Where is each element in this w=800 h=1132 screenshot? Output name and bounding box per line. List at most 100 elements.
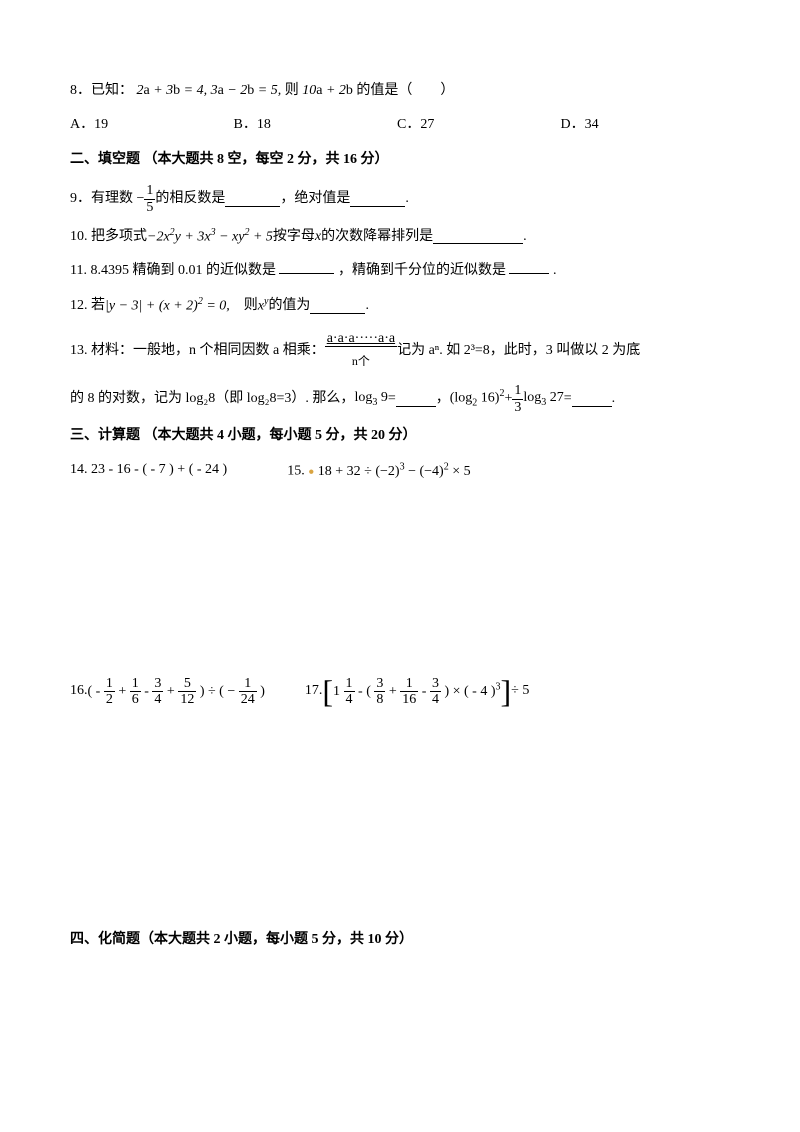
- q13-blank1: [396, 392, 436, 407]
- workspace-1: [70, 495, 730, 675]
- q13-line1: 13. 材料：一般地，n 个相同因数 a 相乘： a·a·a·····a·a n…: [70, 328, 730, 373]
- q13-ub-top: a·a·a·····a·a: [325, 331, 397, 347]
- q9-frac-den: 5: [144, 200, 155, 215]
- lbracket-icon: [: [322, 675, 333, 707]
- q11-blank1: [279, 259, 334, 274]
- q8-line: 8．已知： 2a + 3b = 4, 3a − 2b = 5, 则 10a + …: [70, 80, 730, 102]
- q17-f3d: 16: [400, 692, 418, 707]
- q13-l2-pre: 的 8 的对数，记为 log₂8（即 log₂8=3）. 那么，: [70, 388, 354, 410]
- q15: 15. ● 18 + 32 ÷ (−2)3 − (−4)2 × 5: [287, 459, 470, 483]
- q14-q15-row: 14. 23 - 16 - ( - 7 ) + ( - 24 ) 15. ● 1…: [70, 459, 730, 483]
- q13-blank2: [572, 392, 612, 407]
- q17-expr: 1 14 - ( 38 + 116 - 34 ) × ( - 4 )3: [333, 676, 500, 708]
- q14-expr: 23 - 16 - ( - 7 ) + ( - 24 ): [91, 462, 227, 477]
- q11-end: .: [553, 263, 557, 278]
- q12-pre: 12. 若: [70, 295, 105, 317]
- q10-end: .: [523, 226, 527, 248]
- q13-end: .: [612, 388, 616, 410]
- q16-f1d: 2: [104, 692, 115, 707]
- q11-line: 11. 8.4395 精确到 0.01 的近似数是 ，精确到千分位的近似数是 .: [70, 259, 730, 282]
- q10-mid2: 的次数降幂排列是: [321, 226, 433, 248]
- q13-sep: ，: [436, 388, 450, 410]
- q16-f5n: 1: [239, 676, 257, 692]
- q8-label: 8．已知：: [70, 83, 133, 98]
- q8-choice-b: B．18: [234, 114, 394, 136]
- q16-f3d: 4: [152, 692, 163, 707]
- q17-f3n: 1: [400, 676, 418, 692]
- q13-frac2: 1 3: [512, 383, 523, 415]
- q13-underbrace: a·a·a·····a·a n个: [325, 328, 397, 373]
- section2-title: 二、填空题 （本大题共 8 空，每空 2 分，共 16 分）: [70, 149, 730, 171]
- q13-line2: 的 8 的对数，记为 log₂8（即 log₂8=3）. 那么， log3 9 …: [70, 383, 730, 415]
- q12-mid2: 的值为: [268, 295, 310, 317]
- q13-log2a: (log2 16)2: [450, 386, 505, 411]
- q8-choice-a: A．19: [70, 114, 230, 136]
- q9-frac-num: 1: [144, 183, 155, 199]
- q17-f4n: 3: [430, 676, 441, 692]
- q11-mid: ，精确到千分位的近似数是: [338, 263, 506, 278]
- q13-log1: log3 9: [354, 387, 387, 411]
- q14-label: 14.: [70, 462, 91, 477]
- q17-f1d: 4: [344, 692, 355, 707]
- q10-mid: 按字母: [273, 226, 315, 248]
- q8-mid: 则: [285, 83, 303, 98]
- q9-frac: 1 5: [144, 183, 155, 215]
- q16-f4d: 12: [178, 692, 196, 707]
- q13-l1-post: 记为 aⁿ. 如 2³=8，此时，3 叫做以 2 为底: [397, 340, 640, 362]
- section3-title: 三、计算题 （本大题共 4 小题，每小题 5 分，共 20 分）: [70, 425, 730, 447]
- q17-f2n: 3: [374, 676, 385, 692]
- q12-abs: |y − 3| + (x + 2)2 = 0,: [105, 294, 230, 318]
- q8-choice-d: D．34: [561, 114, 599, 136]
- q17-f2d: 8: [374, 692, 385, 707]
- q14: 14. 23 - 16 - ( - 7 ) + ( - 24 ): [70, 459, 227, 483]
- q8-choices: A．19 B．18 C．27 D．34: [70, 114, 730, 136]
- q16-f5d: 24: [239, 692, 257, 707]
- q12-mid: 则: [230, 295, 258, 317]
- q10-line: 10. 把多项式 −2x2y + 3x3 − xy2 + 5 按字母 x 的次数…: [70, 225, 730, 249]
- q8-choice-c: C．27: [397, 114, 557, 136]
- q16-f2d: 6: [130, 692, 141, 707]
- q16-f3n: 3: [152, 676, 163, 692]
- q11-blank2: [509, 259, 549, 274]
- q15-label: 15.: [287, 464, 308, 479]
- q17-label: 17.: [305, 680, 323, 702]
- q8-expr-a: 2a + 3b = 4, 3a − 2b = 5,: [137, 83, 282, 98]
- q15-expr: 18 + 32 ÷ (−2)3 − (−4)2 × 5: [318, 464, 471, 479]
- q8-expr-b: 10a + 2b: [302, 83, 353, 98]
- q9-line: 9．有理数 − 1 5 的相反数是 ，绝对值是 .: [70, 183, 730, 215]
- q16-q17-row: 16. ( - 12 + 16 - 34 + 512 ) ÷ ( − 124 )…: [70, 675, 730, 717]
- q10-expr: −2x2y + 3x3 − xy2 + 5: [147, 225, 273, 249]
- q11-pre: 11. 8.4395 精确到 0.01 的近似数是: [70, 263, 276, 278]
- q9-mid2: ，绝对值是: [280, 188, 350, 210]
- q12-blank: [310, 299, 365, 314]
- q8-tail: 的值是（ ）: [356, 83, 454, 98]
- q13-frac2-den: 3: [512, 400, 523, 415]
- q17-f4d: 4: [430, 692, 441, 707]
- q16-f2n: 1: [130, 676, 141, 692]
- q17-tail: ÷ 5: [511, 680, 529, 702]
- section4-title: 四、化简题（本大题共 2 小题，每小题 5 分，共 10 分）: [70, 929, 730, 951]
- q17: 17. [ 1 14 - ( 38 + 116 - 34 ) × ( - 4 )…: [305, 675, 529, 707]
- q13-log2b: log3 27: [523, 387, 563, 411]
- q9-mid1: 的相反数是: [155, 188, 225, 210]
- q13-plus: +: [504, 388, 512, 410]
- q10-pre: 10. 把多项式: [70, 226, 147, 248]
- workspace-2: [70, 729, 730, 929]
- q10-blank: [433, 229, 523, 244]
- q16-expr: ( - 12 + 16 - 34 + 512 ) ÷ ( − 124 ): [88, 676, 265, 708]
- q13-frac2-num: 1: [512, 383, 523, 399]
- rbracket-icon: ]: [501, 675, 512, 707]
- q16-label: 16.: [70, 680, 88, 702]
- dot-icon: ●: [308, 467, 314, 478]
- q9-pre: 9．有理数 −: [70, 188, 144, 210]
- q16-f4n: 5: [178, 676, 196, 692]
- q9-blank2: [350, 192, 405, 207]
- q12-line: 12. 若 |y − 3| + (x + 2)2 = 0, 则 xy 的值为 .: [70, 294, 730, 318]
- q13-ub-label: n个: [352, 354, 370, 368]
- q16: 16. ( - 12 + 16 - 34 + 512 ) ÷ ( − 124 ): [70, 675, 265, 707]
- q13-l1-pre: 13. 材料：一般地，n 个相同因数 a 相乘：: [70, 340, 325, 362]
- q12-end: .: [365, 295, 369, 317]
- q13-eq: =: [388, 388, 396, 410]
- q9-end: .: [405, 188, 409, 210]
- q13-eq2: =: [564, 388, 572, 410]
